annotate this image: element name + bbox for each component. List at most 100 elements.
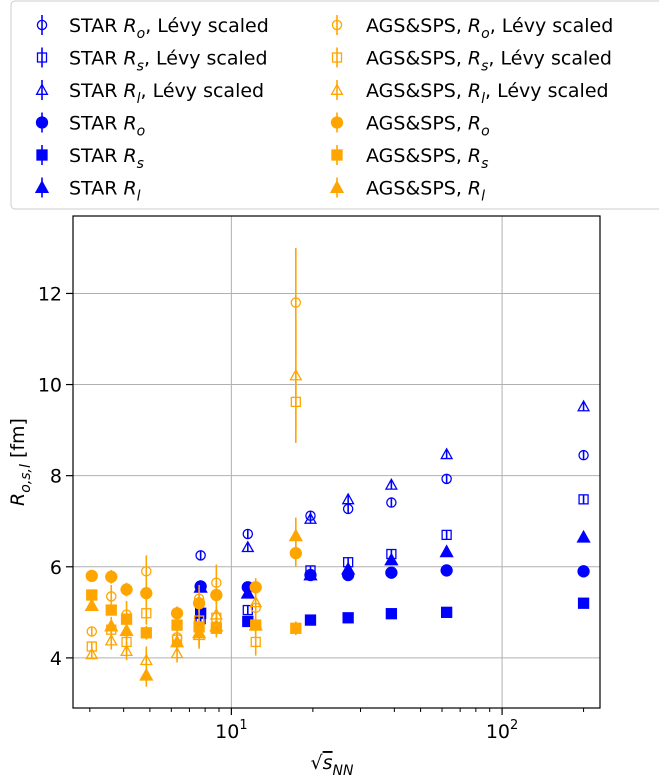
data-point [249,595,263,608]
data-point [242,604,253,616]
legend-label: AGS&SPS, Ro [366,113,490,140]
data-point [192,597,206,610]
data-point [341,492,355,505]
data-point [577,399,591,412]
legend-label: AGS&SPS, Rl [366,178,485,205]
data-point [384,478,398,490]
data-point [209,618,224,632]
data-point [84,598,99,611]
data-point [140,627,152,639]
legend-label: STAR Rl, Lévy scaled [69,80,264,107]
series-4 [194,597,590,628]
legend-entry: STAR Rl, Lévy scaled [35,80,264,107]
legend-marker [330,116,344,129]
legend-marker [331,19,343,31]
legend-entry: AGS&SPS, Ro, Lévy scaled [331,15,613,42]
legend-entry: AGS&SPS, Rs [331,145,488,172]
legend-marker [331,149,343,161]
data-point [141,608,152,619]
y-tick-label: 8 [50,466,62,488]
data-point [120,644,134,657]
data-point [440,564,453,577]
data-point [289,368,303,381]
data-point [120,583,133,596]
data-point [104,633,118,646]
data-point [341,561,356,575]
data-point [439,544,454,558]
data-point [441,529,452,541]
x-axis-label: √sNN [311,752,354,778]
legend-marker [330,83,344,95]
data-point [578,449,589,461]
y-tick-label: 4 [50,648,62,670]
data-point [171,619,183,631]
legend-entry: STAR Rs [36,145,144,172]
data-point [210,588,223,602]
legend-marker [331,52,343,63]
legend-marker [329,180,345,193]
data-point [195,550,206,561]
legend-entry: AGS&SPS, Rl, Lévy scaled [330,80,609,107]
data-point [303,567,318,581]
data-point [240,585,255,599]
plot-data [84,247,591,687]
legend-entry: AGS&SPS, Rl [329,177,485,205]
data-point [288,528,303,542]
legend-label: STAR Ro, Lévy scaled [69,15,269,42]
data-point [85,569,98,583]
y-tick-label: 10 [38,375,62,397]
data-point [119,623,134,637]
data-point [577,565,590,578]
legend-entry: STAR Ro, Lévy scaled [36,15,269,42]
data-point [170,646,184,659]
legend-entry: STAR Ro [35,112,145,140]
data-point [169,634,185,648]
data-point [441,473,452,485]
series-5 [193,529,591,599]
data-point [384,552,399,566]
y-tick-label: 12 [38,283,62,305]
data-point [241,540,255,553]
data-point [576,529,591,543]
legend-label: AGS&SPS, Ro, Lévy scaled [366,15,613,42]
data-point [105,604,117,616]
legend-marker [35,116,49,129]
x-tick-label: 102 [486,718,518,743]
legend-entry: STAR Rs, Lévy scaled [36,47,268,75]
data-point [303,512,317,524]
plot-area-frame [72,215,601,709]
legend: STAR Ro, Lévy scaled STAR Rs, Lévy scaled… [10,0,659,210]
data-point [85,647,99,660]
data-point [440,606,453,618]
series-11 [84,517,303,687]
data-point [104,618,119,632]
data-point [192,625,207,639]
data-point [86,626,98,637]
data-point [249,581,262,594]
data-point [248,617,263,631]
data-point [193,579,208,593]
y-tick-label: 6 [50,557,62,579]
data-point [106,591,117,602]
legend-label: STAR Rs [69,145,144,172]
legend-marker [36,52,48,63]
data-point [242,528,254,540]
legend-marker [36,19,48,31]
data-point [577,597,590,609]
data-point [170,607,184,620]
data-point [290,297,302,308]
legend-label: AGS&SPS, Rs, Lévy scaled [366,48,612,75]
axes: Ro,s,l [fm] √sNN 101 102 4 6 8 10 12 [7,283,585,778]
legend-frame [10,0,659,210]
series-9 [85,539,302,621]
data-point [290,622,302,634]
data-point [578,494,589,505]
data-point [141,566,152,577]
legend-label: STAR Rs, Lévy scaled [69,48,268,75]
data-point [105,570,118,583]
data-point [139,667,154,681]
legend-entry: AGS&SPS, Rs, Lévy scaled [331,47,612,75]
legend-label: AGS&SPS, Rl, Lévy scaled [366,80,609,107]
data-point [342,612,354,624]
